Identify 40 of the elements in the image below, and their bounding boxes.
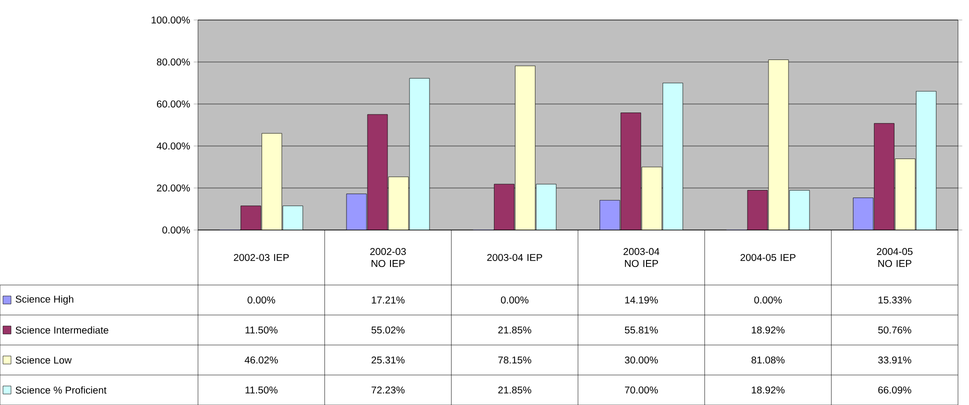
data-label: 0.00% [500, 296, 528, 304]
x-tick-label: 2003-04 IEP [487, 254, 542, 262]
data-label: 25.31% [372, 356, 405, 364]
data-label: 11.50% [246, 326, 278, 334]
data-label: 66.09% [878, 386, 912, 394]
x-tick-label: 2002-03 NO IEP [370, 248, 406, 267]
data-label: 0.00% [248, 296, 276, 304]
data-label: 55.02% [372, 326, 405, 334]
data-label: 18.92% [752, 326, 785, 334]
data-label: 17.21% [372, 296, 405, 304]
data-label: 78.15% [498, 356, 532, 364]
legend-label: Science Low [16, 356, 72, 364]
data-label: 14.19% [625, 296, 658, 304]
data-label: 30.00% [624, 356, 658, 364]
data-label: 55.81% [624, 326, 658, 334]
data-label: 15.33% [878, 296, 912, 304]
data-label: 18.92% [752, 386, 785, 394]
data-label: 46.02% [244, 356, 278, 364]
legend-label: Science % Proficient [16, 386, 106, 394]
data-label: 21.85% [498, 326, 532, 334]
data-label: 11.50% [246, 386, 278, 394]
x-tick-label: 2004-05 IEP [740, 254, 796, 262]
x-tick-label: 2004-05 NO IEP [876, 248, 913, 267]
legend-label: Science High [16, 295, 74, 305]
x-tick-label: 2002-03 IEP [234, 254, 289, 262]
y-tick-label: 80.00% [156, 58, 190, 66]
y-tick-label: 100.00% [152, 16, 190, 24]
data-label: 81.08% [752, 356, 785, 364]
data-label: 50.76% [878, 326, 912, 334]
data-label: 72.23% [372, 386, 405, 394]
y-tick-label: 40.00% [156, 142, 190, 150]
y-tick-label: 60.00% [156, 100, 190, 108]
x-tick-label: 2003-04 NO IEP [624, 248, 660, 267]
data-label: 70.00% [624, 386, 658, 394]
data-label: 33.91% [878, 356, 912, 364]
data-label: 0.00% [754, 296, 782, 304]
data-label: 21.85% [498, 386, 532, 394]
y-tick-label: 20.00% [156, 184, 190, 192]
y-tick-label: 0.00% [162, 226, 190, 234]
legend-label: Science Intermediate [16, 326, 108, 334]
